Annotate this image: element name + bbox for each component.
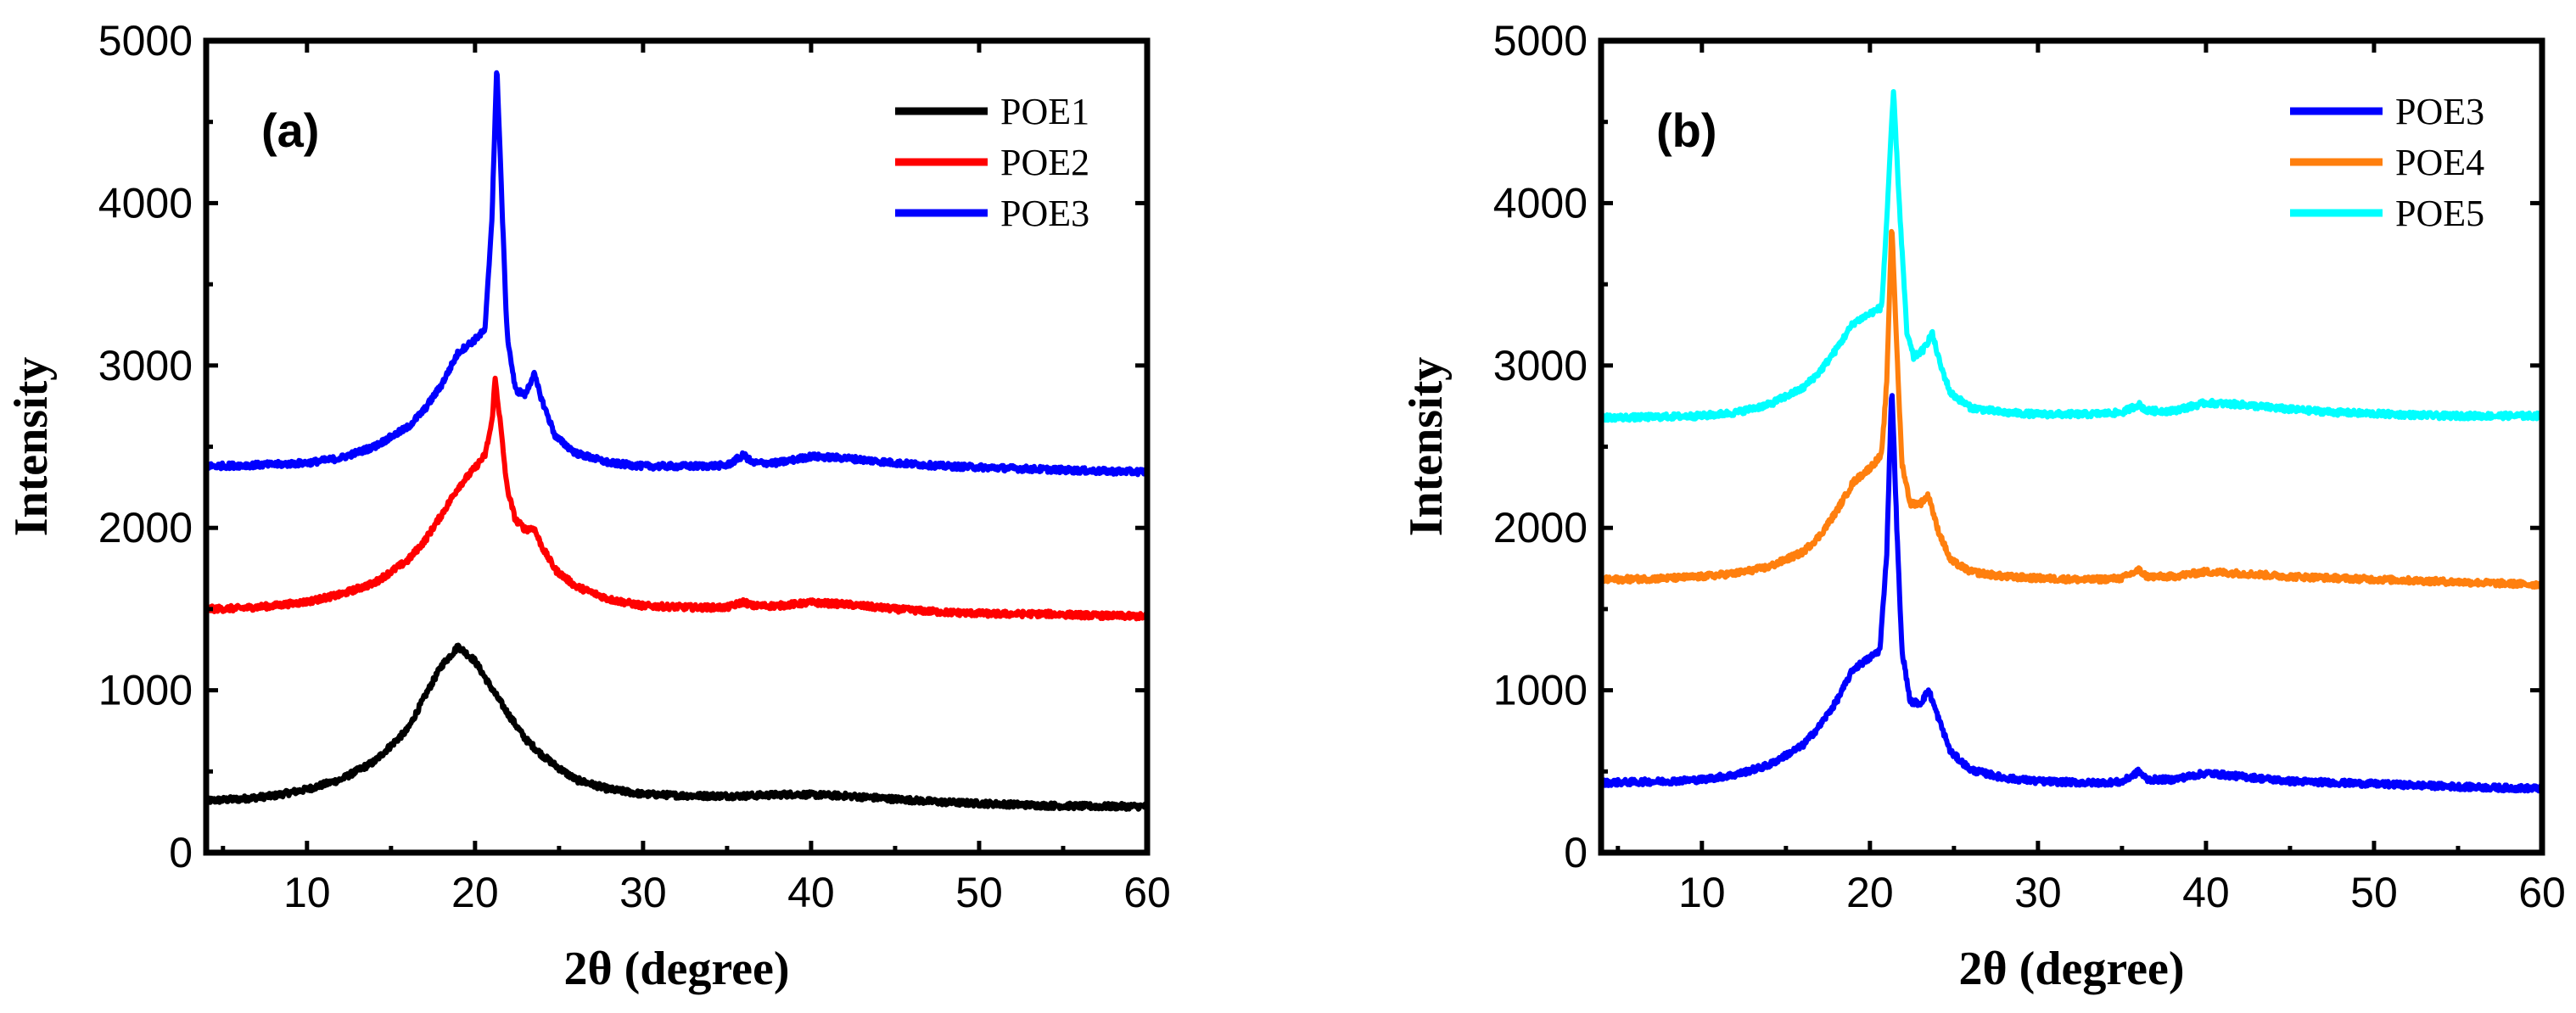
x-tick-label: 20 bbox=[451, 869, 499, 916]
series-line-poe4 bbox=[1599, 228, 2545, 590]
x-tick-label: 40 bbox=[787, 869, 835, 916]
panel-b-label: (b) bbox=[1656, 104, 1717, 157]
panel-b-ticks: 10 20 30 40 50 60 0 1000 2000 3000 4000 5000 bbox=[1493, 17, 2566, 916]
panel-b-series bbox=[1599, 89, 2545, 794]
y-tick-label: 3000 bbox=[98, 342, 193, 389]
panel-b-x-axis-title: 2θ (degree) bbox=[1958, 943, 2184, 995]
x-tick-label: 60 bbox=[1123, 869, 1171, 916]
series-line-poe2 bbox=[204, 375, 1150, 622]
legend-label-poe1: POE1 bbox=[1000, 91, 1089, 132]
y-tick-label: 0 bbox=[169, 829, 193, 876]
x-tick-label: 10 bbox=[283, 869, 331, 916]
y-tick-label: 4000 bbox=[98, 179, 193, 227]
series-line-poe3 bbox=[204, 70, 1150, 478]
panel-a-ticks: 10 20 30 40 50 60 0 1000 2000 3000 4000 5000 bbox=[98, 17, 1171, 916]
x-tick-label: 30 bbox=[619, 869, 667, 916]
panel-b-legend: POE3 POE4 POE5 bbox=[2290, 91, 2484, 234]
y-tick-label: 1000 bbox=[1493, 667, 1588, 714]
panel-a-y-axis-title: Intensity bbox=[5, 357, 58, 537]
y-tick-label: 4000 bbox=[1493, 179, 1588, 227]
x-tick-label: 20 bbox=[1846, 869, 1894, 916]
panel-b: 10 20 30 40 50 60 0 1000 2000 3000 4000 5000 (b) 2θ… bbox=[1400, 17, 2566, 995]
y-tick-label: 5000 bbox=[98, 17, 193, 64]
y-tick-label: 1000 bbox=[98, 667, 193, 714]
y-tick-label: 0 bbox=[1564, 829, 1588, 876]
panel-a-legend: POE1 POE2 POE3 bbox=[895, 91, 1089, 234]
series-line-poe5 bbox=[1599, 89, 2545, 423]
legend-label-poe4: POE4 bbox=[2395, 142, 2484, 183]
y-tick-label: 5000 bbox=[1493, 17, 1588, 64]
y-tick-label: 2000 bbox=[1493, 504, 1588, 551]
panel-a-frame bbox=[203, 37, 1151, 856]
y-tick-label: 2000 bbox=[98, 504, 193, 551]
legend-label-poe3: POE3 bbox=[1000, 193, 1089, 234]
x-tick-label: 10 bbox=[1678, 869, 1726, 916]
x-tick-label: 40 bbox=[2182, 869, 2230, 916]
panel-a: 10 20 30 40 50 60 0 1000 2000 3000 4000 5000 (a) 2θ… bbox=[5, 17, 1171, 995]
panel-a-series bbox=[204, 70, 1150, 812]
series-line-poe1 bbox=[204, 642, 1150, 812]
y-tick-label: 3000 bbox=[1493, 342, 1588, 389]
panel-b-frame bbox=[1598, 37, 2545, 856]
x-tick-label: 50 bbox=[955, 869, 1003, 916]
legend-label-poe2: POE2 bbox=[1000, 142, 1089, 183]
x-tick-label: 50 bbox=[2350, 869, 2398, 916]
series-line-poe3 bbox=[1599, 393, 2545, 794]
panel-b-y-axis-title: Intensity bbox=[1400, 357, 1453, 537]
panel-a-label: (a) bbox=[261, 104, 319, 157]
panel-a-x-axis-title: 2θ (degree) bbox=[563, 943, 789, 995]
x-tick-label: 30 bbox=[2014, 869, 2062, 916]
legend-label-poe3: POE3 bbox=[2395, 91, 2484, 132]
x-tick-label: 60 bbox=[2518, 869, 2566, 916]
legend-label-poe5: POE5 bbox=[2395, 193, 2484, 234]
